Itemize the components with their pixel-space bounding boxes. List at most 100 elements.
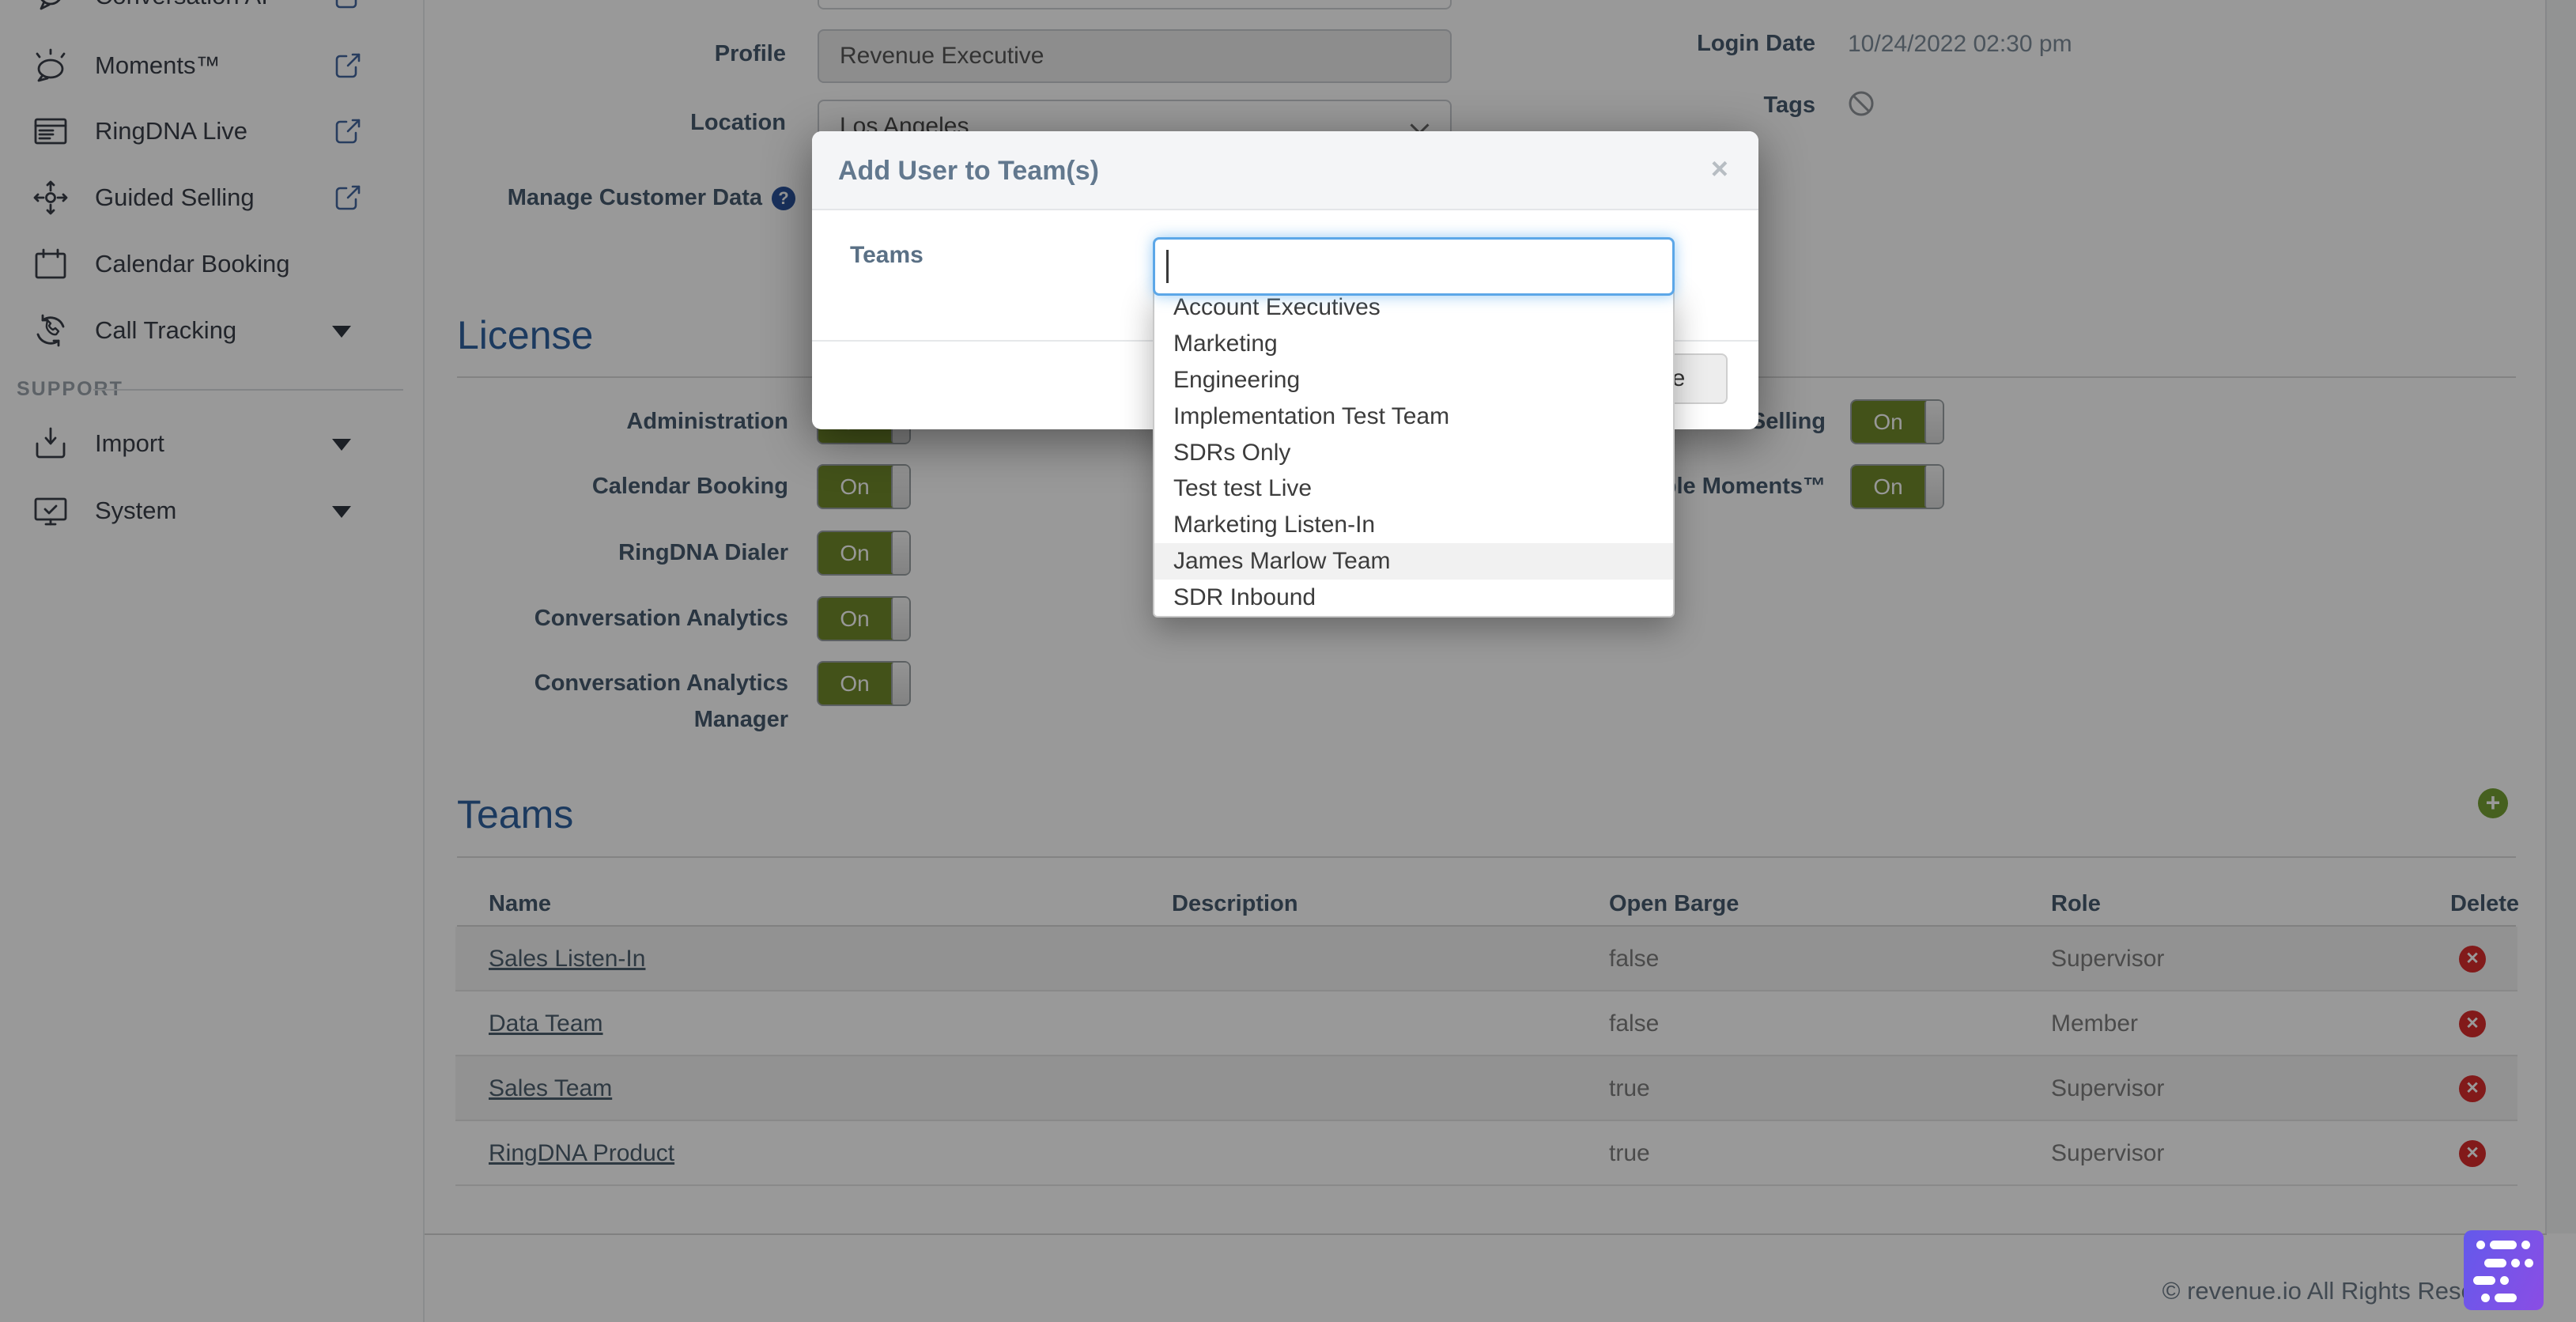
toggle-state: On xyxy=(1873,410,1903,434)
license-heading: License xyxy=(457,313,594,357)
open-barge-value: true xyxy=(1609,1140,1650,1166)
teams-heading: Teams xyxy=(457,792,574,837)
sidebar-item-conversation-ai[interactable]: Conversation AI xyxy=(0,0,423,29)
toggle-state: On xyxy=(840,541,870,565)
profile-field[interactable]: Revenue Executive xyxy=(818,29,1452,83)
chat-logo-dash xyxy=(2490,1241,2517,1249)
toggle-calendar-booking[interactable]: On xyxy=(817,464,911,509)
table-row: RingDNA Product true Supervisor ✕ xyxy=(455,1121,2517,1186)
modal-header xyxy=(812,131,1758,210)
modal-teams-label: Teams xyxy=(850,242,924,268)
chat-logo-dash xyxy=(2484,1259,2506,1267)
toggle-state: On xyxy=(840,606,870,631)
dropdown-item[interactable]: Test test Live xyxy=(1173,475,1313,502)
team-link[interactable]: RingDNA Product xyxy=(489,1140,675,1166)
chat-logo-dot xyxy=(2500,1276,2509,1285)
toggle-state: On xyxy=(840,474,870,499)
column-header-description: Description xyxy=(1172,891,1298,916)
delete-team-icon[interactable]: ✕ xyxy=(2459,946,2486,973)
delete-team-icon[interactable]: ✕ xyxy=(2459,1010,2486,1037)
chat-logo-dot xyxy=(2481,1294,2490,1302)
tags-label: Tags xyxy=(1763,93,1815,118)
toggle-enable-moments[interactable]: On xyxy=(1850,464,1944,509)
role-value: Supervisor xyxy=(2051,1140,2165,1166)
toggle-ringdna-dialer[interactable]: On xyxy=(817,531,911,576)
toggle-knob xyxy=(1924,466,1943,508)
toggle-conversation-analytics-manager[interactable]: On xyxy=(817,661,911,706)
manage-customer-data-label: Manage Customer Data xyxy=(507,185,762,210)
dropdown-item[interactable]: Implementation Test Team xyxy=(1173,402,1450,429)
chat-logo-dot xyxy=(2525,1259,2533,1267)
toggle-state: On xyxy=(840,671,870,696)
dropdown-item[interactable]: Marketing xyxy=(1173,330,1278,357)
role-value: Supervisor xyxy=(2051,1075,2165,1101)
dropdown-item-highlighted[interactable]: James Marlow Team xyxy=(1154,543,1673,580)
teams-divider xyxy=(457,856,2516,858)
dropdown-item[interactable]: Marketing Listen-In xyxy=(1173,512,1376,538)
sidebar-item-ringdna-live[interactable]: RingDNA Live xyxy=(0,98,423,164)
toggle-knob xyxy=(891,598,909,640)
toggle-knob xyxy=(891,663,909,704)
add-team-button[interactable]: + xyxy=(2478,788,2508,818)
sidebar-item-import[interactable]: Import xyxy=(0,410,423,477)
sidebar-item-call-tracking[interactable]: Call Tracking xyxy=(0,297,423,364)
sidebar-item-label: Import xyxy=(95,429,164,457)
sidebar-item-moments[interactable]: Moments™ xyxy=(0,32,423,99)
guided-selling-icon xyxy=(32,179,70,217)
external-link-icon xyxy=(332,0,364,12)
chat-widget-button[interactable] xyxy=(2464,1230,2544,1310)
column-header-role: Role xyxy=(2051,891,2101,916)
dropdown-item[interactable]: Account Executives xyxy=(1173,294,1381,320)
delete-team-icon[interactable]: ✕ xyxy=(2459,1140,2486,1167)
team-link[interactable]: Data Team xyxy=(489,1010,603,1037)
sidebar-section-divider xyxy=(93,389,403,391)
team-link[interactable]: Sales Listen-In xyxy=(489,946,646,972)
toggle-guided-selling[interactable]: On xyxy=(1850,399,1944,444)
login-date-value: 10/24/2022 02:30 pm xyxy=(1848,31,2072,57)
close-icon[interactable]: × xyxy=(1710,153,1728,186)
team-link[interactable]: Sales Team xyxy=(489,1075,613,1101)
sidebar-item-label: Conversation AI xyxy=(95,0,268,10)
calendar-icon xyxy=(32,245,70,283)
conversation-ai-icon xyxy=(32,0,70,15)
moments-icon xyxy=(32,47,70,85)
sidebar-item-label: RingDNA Live xyxy=(95,117,247,145)
text-cursor xyxy=(1166,250,1169,283)
license-label-administration: Administration xyxy=(626,409,788,434)
chat-logo-dash xyxy=(2495,1294,2517,1302)
help-icon[interactable]: ? xyxy=(772,187,795,210)
chevron-down-icon xyxy=(332,506,351,518)
sidebar-item-label: Call Tracking xyxy=(95,316,237,344)
sidebar-item-label: Calendar Booking xyxy=(95,250,290,278)
copyright-text: © revenue.io All Rights Reserved xyxy=(2162,1277,2522,1305)
license-label-conversation-analytics-manager: Conversation Analytics Manager xyxy=(534,670,788,732)
clipped-top-field[interactable] xyxy=(818,0,1452,9)
ringdna-live-icon xyxy=(32,112,70,150)
toggle-knob xyxy=(891,532,909,574)
sidebar-item-guided-selling[interactable]: Guided Selling xyxy=(0,164,423,231)
dropdown-item[interactable]: Engineering xyxy=(1173,366,1301,393)
import-icon xyxy=(32,425,70,463)
dropdown-item[interactable]: SDR Inbound xyxy=(1173,584,1316,611)
license-label-conversation-analytics: Conversation Analytics xyxy=(534,606,788,631)
delete-team-icon[interactable]: ✕ xyxy=(2459,1075,2486,1102)
page-right-gutter xyxy=(2547,0,2576,1233)
toggle-knob xyxy=(1924,401,1943,443)
open-barge-value: false xyxy=(1609,1010,1660,1037)
teams-dropdown: Account Executives Marketing Engineering… xyxy=(1153,288,1675,618)
table-header-divider xyxy=(457,925,2516,927)
external-link-icon xyxy=(332,50,364,81)
call-tracking-icon xyxy=(32,312,70,349)
sidebar-item-system[interactable]: System xyxy=(0,478,423,544)
chat-logo-dot xyxy=(2511,1259,2520,1267)
sidebar-item-calendar-booking[interactable]: Calendar Booking xyxy=(0,231,423,297)
chat-logo-dot xyxy=(2521,1241,2530,1249)
teams-search-input[interactable] xyxy=(1153,237,1675,296)
table-row: Sales Team true Supervisor ✕ xyxy=(455,1056,2517,1121)
toggle-conversation-analytics[interactable]: On xyxy=(817,596,911,641)
chevron-down-icon xyxy=(332,439,351,451)
dropdown-item[interactable]: SDRs Only xyxy=(1173,439,1291,466)
modal-title: Add User to Team(s) xyxy=(838,156,1099,186)
sidebar-item-label: Guided Selling xyxy=(95,183,255,211)
